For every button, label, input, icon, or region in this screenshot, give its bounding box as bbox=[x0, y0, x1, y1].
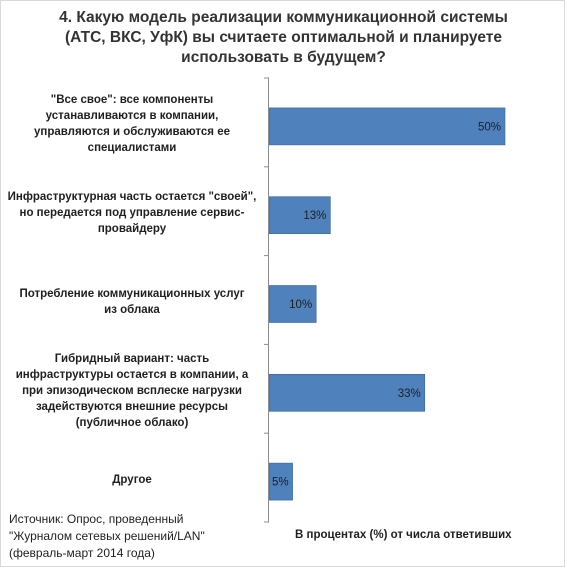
data-label: 5% bbox=[272, 477, 289, 489]
data-label: 50% bbox=[478, 121, 501, 133]
x-axis-label: В процентах (%) от числа ответивших bbox=[295, 529, 512, 541]
category-label: Другое bbox=[112, 473, 152, 486]
category-label: Потребление коммуникационных услуг из об… bbox=[19, 288, 245, 316]
category-label: Инфраструктурная часть остается "своей",… bbox=[7, 191, 257, 236]
chart-title: 4. Какую модель реализации коммуникацион… bbox=[59, 9, 508, 66]
bar bbox=[268, 196, 331, 234]
data-label: 10% bbox=[289, 299, 312, 311]
bar bbox=[268, 107, 506, 146]
data-label: 33% bbox=[398, 388, 421, 400]
source-note: Источник: Опрос, проведенный "Журналом с… bbox=[9, 512, 205, 560]
data-label: 13% bbox=[303, 210, 326, 222]
category-label: Гибридный вариант: часть инфраструктуры … bbox=[15, 352, 249, 429]
bar bbox=[268, 373, 426, 412]
category-label: "Все свое": все компоненты устанавливают… bbox=[34, 94, 230, 155]
